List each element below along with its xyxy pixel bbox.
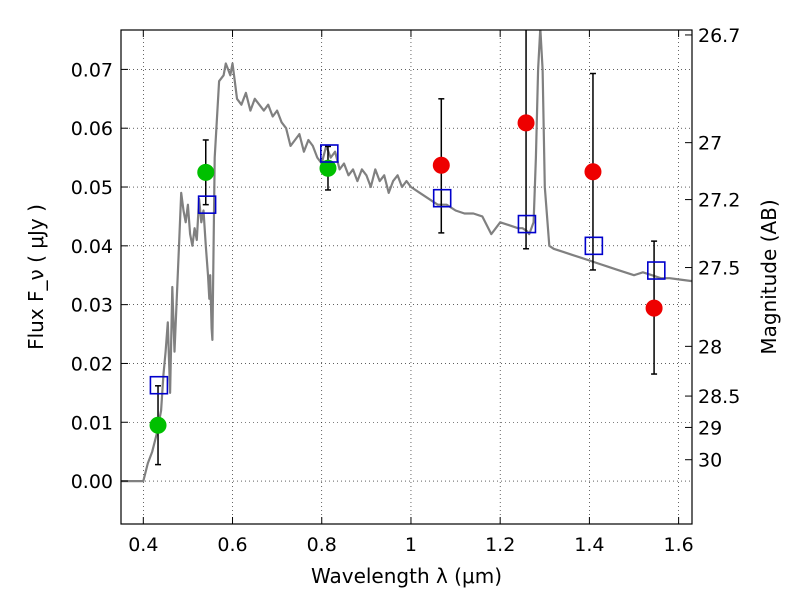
red-data-point [432,156,450,174]
x-tick-label: 0.8 [307,534,337,556]
model-square-marker [647,261,666,280]
green-data-point [197,163,215,181]
x-tick-label: 1.4 [574,534,604,556]
y-tick-label: 0.07 [71,59,113,81]
sed-line-layer [121,30,692,483]
model-square-marker [149,375,169,395]
plot-frame [120,29,693,525]
x-tick-label: 1 [405,534,417,556]
model-square-marker [584,236,604,256]
mag-tick-label: 29 [698,417,722,439]
y-tick-label: 0.06 [71,118,113,140]
x-tick-label: 1.6 [664,534,694,556]
x-tick-label: 1.2 [485,534,515,556]
y-tick-label: 0.01 [71,412,113,434]
mag-tick-label: 27 [698,133,722,155]
y-tick-label: 0.04 [71,236,113,258]
mag-tick-label: 27.2 [698,190,740,212]
model-square-marker [517,214,537,234]
mag-tick-label: 26.7 [698,25,740,47]
mag-tick-label: 28 [698,336,722,358]
x-tick-label: 0.6 [217,534,247,556]
mag-tick-label: 27.5 [698,258,740,280]
sed-model-line [121,30,692,483]
red-data-point [584,163,602,181]
data-points [149,114,666,434]
mag-tick-label: 28.5 [698,386,740,408]
y-tick-label: 0.00 [71,471,113,493]
grid-lines [121,30,692,524]
y-tick-label: 0.02 [71,353,113,375]
mag-tick-label: 30 [698,450,722,472]
y-tick-label: 0.05 [71,177,113,199]
y-axis-label: Flux F_ν ( μJy ) [24,204,48,350]
y-tick-label: 0.03 [71,295,113,317]
red-data-point [517,114,535,132]
magnitude-axis-label: Magnitude (AB) [757,199,781,354]
model-square-marker [320,144,339,163]
green-data-point [149,416,167,434]
green-data-point [319,159,337,177]
error-bars [155,30,658,466]
red-data-point [645,299,663,317]
x-tick-label: 0.4 [128,534,158,556]
model-square-marker [197,195,217,214]
axis-ticks: 0.4 0.6 0.8 1 1.2 1.4 1.6 0.00 0.01 0.02 0.03 0.04 0… [71,25,741,556]
model-square-marker [432,188,452,208]
x-axis-label: Wavelength λ (μm) [311,564,502,588]
